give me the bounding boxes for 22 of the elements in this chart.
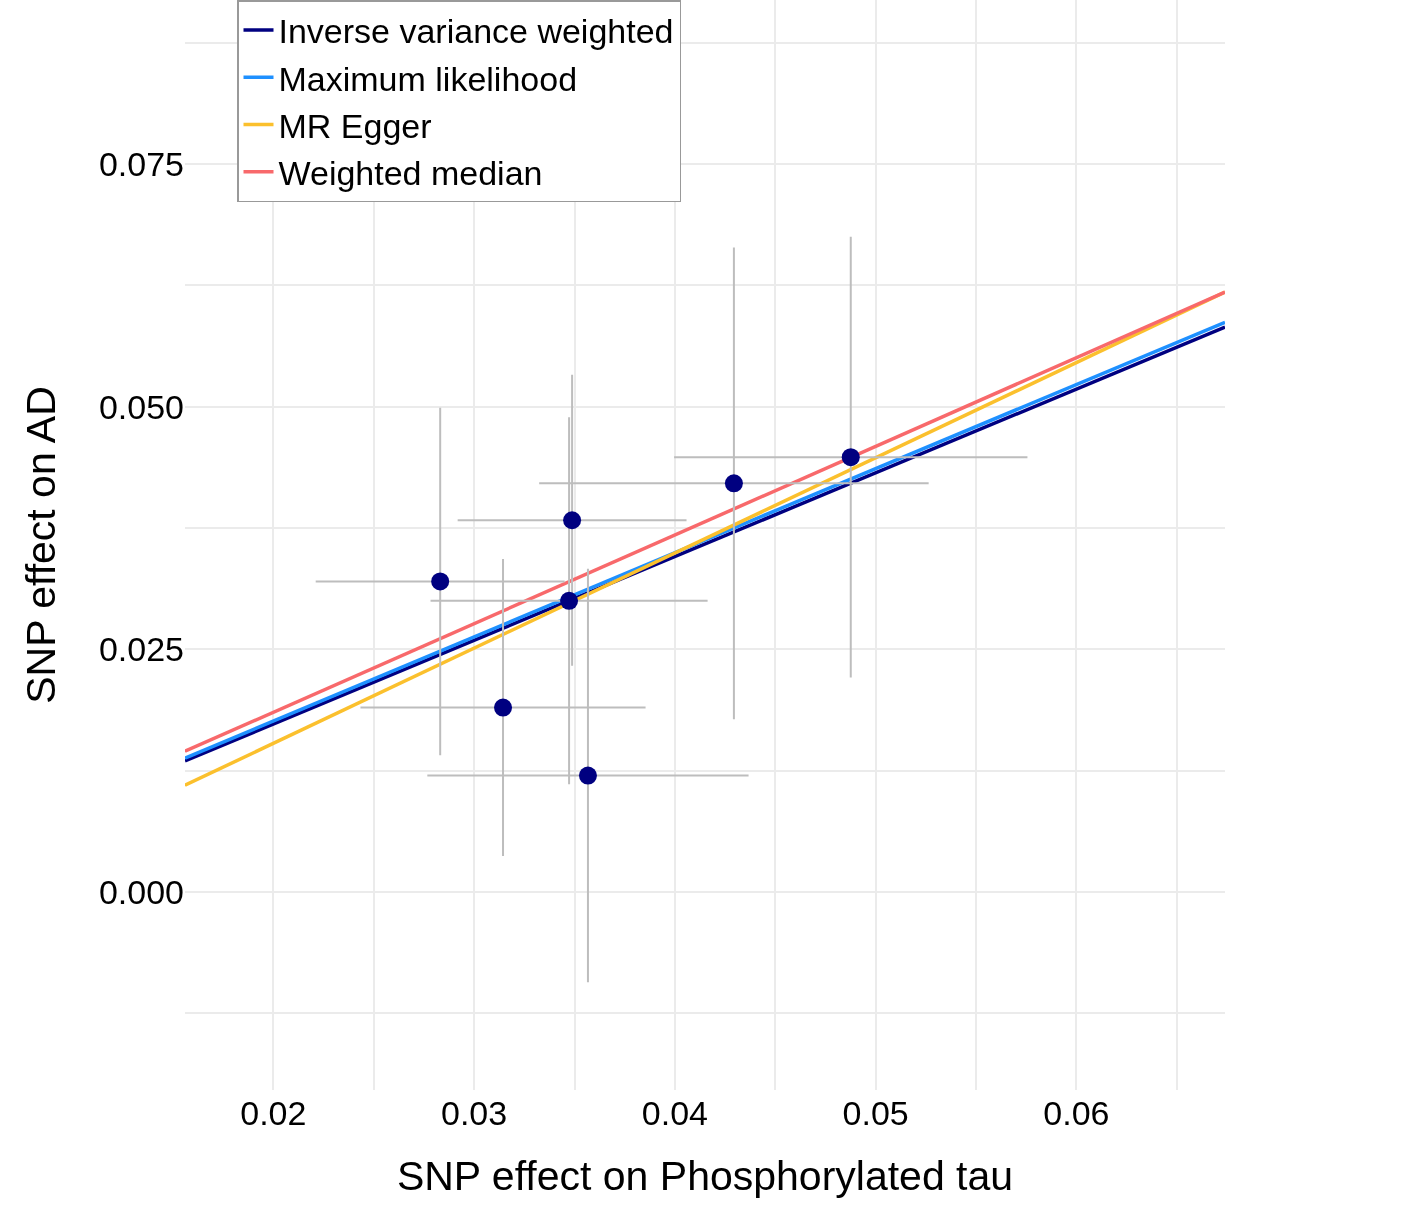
x-tick-label: 0.04 <box>641 1094 708 1132</box>
y-axis-title: SNP effect on AD <box>18 386 65 704</box>
x-tick-label: 0.03 <box>441 1094 508 1132</box>
y-tick-label: 0.075 <box>98 144 184 183</box>
point <box>724 474 743 493</box>
x-tick-label: 0.06 <box>1043 1094 1110 1132</box>
x-tick-label: 0.05 <box>842 1094 909 1132</box>
text: 0.000 <box>98 872 184 911</box>
point <box>563 511 582 530</box>
point <box>494 698 513 717</box>
legend-label: Maximum likelihood <box>278 59 578 98</box>
point <box>431 572 450 591</box>
point <box>578 766 597 785</box>
point <box>560 591 579 610</box>
x-tick-label: 0.02 <box>240 1094 307 1132</box>
x-axis-title: SNP effect on Phosphorylated tau <box>396 1153 1014 1200</box>
y-tick-label: 0.025 <box>98 630 184 669</box>
legend-label: MR Egger <box>278 106 432 145</box>
point <box>841 448 860 467</box>
legend-label: Inverse variance weighted <box>278 12 674 51</box>
legend-label: Weighted median <box>278 153 543 192</box>
text: 0.050 <box>98 387 184 426</box>
